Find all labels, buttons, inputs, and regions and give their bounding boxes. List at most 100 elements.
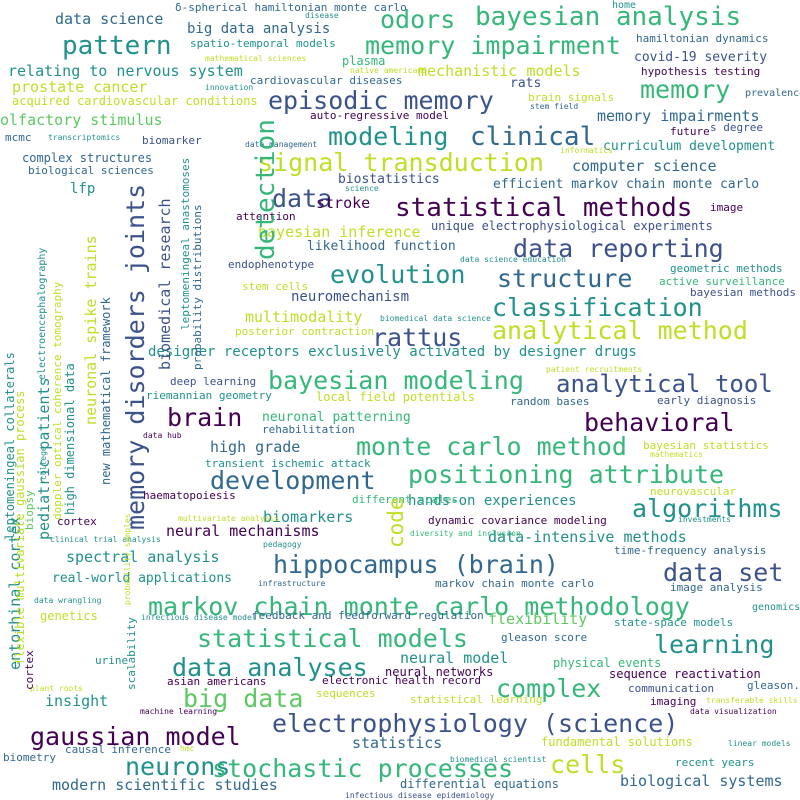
word: efficient markov chain monte carlo <box>493 177 760 192</box>
word: spectral analysis <box>66 548 220 566</box>
word: electronic health record <box>322 674 481 687</box>
word: spatio-temporal models <box>190 37 336 50</box>
word: plant roots <box>30 684 83 693</box>
word: high grade <box>210 438 301 456</box>
word: biomarker <box>142 134 202 147</box>
word: stem cells <box>242 280 309 293</box>
word: probability distributions <box>191 204 204 370</box>
word: complex structures <box>22 151 153 165</box>
word: analytical method <box>492 316 748 345</box>
word: data wrangling <box>34 596 102 605</box>
word: stem field <box>530 102 579 111</box>
word: rats <box>510 76 542 91</box>
word: image <box>710 201 744 214</box>
word: attention <box>236 210 296 223</box>
word: hippocampus (brain) <box>273 550 559 579</box>
word: monte carlo method <box>356 432 627 461</box>
word: likelihood function <box>307 239 456 254</box>
word: leptomeningeal anastomoses <box>179 157 192 330</box>
word: evolution <box>330 260 466 289</box>
word: bayesian modeling <box>268 366 524 395</box>
word: bayesian analysis <box>475 2 742 32</box>
word: hands-on experiences <box>408 493 577 509</box>
word: brain <box>167 403 243 432</box>
word: local field potentials <box>316 390 475 404</box>
word: state-space models <box>614 616 734 629</box>
word: gleason score <box>501 631 588 644</box>
word: classification <box>492 293 703 322</box>
word: genomics <box>752 602 800 613</box>
word: investments <box>678 515 731 524</box>
word: odors <box>380 5 456 34</box>
word: markov chain monte carlo <box>435 577 594 590</box>
word: informatics <box>560 146 613 155</box>
word: geometric methods <box>670 262 783 275</box>
word: physical events <box>553 656 662 670</box>
word: episodic memory <box>268 86 494 115</box>
word: bayesian inference <box>258 223 421 241</box>
word: neurons <box>125 752 231 781</box>
word: different scales <box>352 493 458 506</box>
word: neurovascular <box>650 485 737 498</box>
word: machine learning <box>140 707 218 716</box>
word: statistical methods <box>395 193 693 223</box>
word: mcmc <box>5 131 32 144</box>
word: neural networks <box>385 665 494 679</box>
word: stroke <box>316 194 371 212</box>
word: big data <box>183 684 304 713</box>
word: insight <box>45 692 109 710</box>
word: relating to nervous system <box>8 62 243 80</box>
word: disease <box>305 11 339 20</box>
word: doppler optical coherence tomography <box>51 281 64 520</box>
word: sequences <box>316 687 376 700</box>
word: hamiltonian dynamics <box>636 32 769 45</box>
word: causal inference <box>65 743 171 756</box>
word: prostate cancer <box>12 78 148 96</box>
word: computer science <box>572 157 717 175</box>
word: biomedical scientist <box>450 755 547 764</box>
word: positioning attribute <box>408 460 725 489</box>
word: memory impairments <box>597 107 760 125</box>
word: acquired cardiovascular conditions <box>12 94 258 108</box>
word: multimodality <box>245 308 363 326</box>
word: biometry <box>3 751 56 764</box>
word: neuromechanism <box>291 289 410 305</box>
word: linear models <box>728 739 791 748</box>
word: biomedical research <box>156 198 174 370</box>
word: transient ischemic attack <box>205 457 371 470</box>
word: development <box>210 466 376 495</box>
word: clinical <box>470 122 596 152</box>
word: s degree <box>710 121 763 134</box>
word: transcriptomics <box>48 133 121 142</box>
word: leptomeningeal collaterals <box>3 352 17 540</box>
word: image analysis <box>670 581 763 594</box>
word: asian americans <box>167 675 267 688</box>
word: δ-spherical hamiltonian monte carlo <box>175 1 407 14</box>
word: data science <box>55 10 164 28</box>
word: complex <box>496 674 602 703</box>
word: clinical trial analysis <box>50 535 161 544</box>
word: hypothesis testing <box>641 65 761 78</box>
word: cortex <box>57 515 97 528</box>
word: curriculum development <box>603 139 776 154</box>
word: bayesian methods <box>690 286 796 299</box>
word: biostatistics <box>338 172 440 187</box>
word: home <box>612 0 637 11</box>
word: innovation <box>205 83 254 92</box>
word: learning <box>654 630 775 659</box>
word: modern scientific studies <box>52 776 278 794</box>
word: markov chain monte carlo methodology <box>148 592 690 621</box>
word: scalability <box>125 617 138 690</box>
word: haematopoiesis <box>143 489 236 502</box>
word: feedback and feedforward regulation <box>252 609 484 622</box>
word: code <box>384 497 408 548</box>
word: algorithms <box>632 494 783 523</box>
word: unique electrophysiological experiments <box>431 219 713 233</box>
word: data management <box>245 140 318 149</box>
word: olfactory stimulus <box>0 111 163 129</box>
word: neural mechanisms <box>166 522 320 540</box>
word: pattern <box>62 31 172 61</box>
word: real-world applications <box>52 571 233 586</box>
word: memory <box>640 75 731 104</box>
